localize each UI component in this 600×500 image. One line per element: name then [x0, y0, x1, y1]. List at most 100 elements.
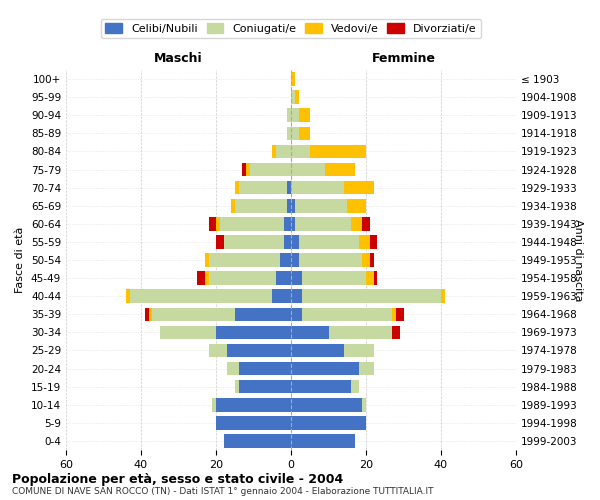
Bar [362, 253, 370, 267]
Bar [291, 380, 351, 394]
Text: Femmine: Femmine [371, 52, 436, 64]
Bar [310, 144, 366, 158]
Bar [209, 344, 227, 357]
Bar [343, 344, 373, 357]
Bar [370, 253, 373, 267]
Bar [287, 181, 291, 194]
Bar [235, 380, 239, 394]
Bar [242, 162, 246, 176]
Bar [441, 290, 445, 303]
Bar [235, 308, 291, 321]
Bar [291, 272, 302, 285]
Bar [197, 272, 205, 285]
Bar [291, 253, 299, 267]
Bar [291, 108, 299, 122]
Bar [291, 308, 302, 321]
Bar [295, 217, 351, 230]
Bar [392, 308, 396, 321]
Bar [239, 380, 291, 394]
Bar [246, 162, 250, 176]
Bar [291, 235, 299, 248]
Bar [235, 199, 287, 212]
Bar [302, 272, 366, 285]
Bar [396, 308, 404, 321]
Bar [216, 217, 220, 230]
Bar [302, 290, 441, 303]
Y-axis label: Fasce di età: Fasce di età [16, 227, 25, 293]
Bar [209, 253, 280, 267]
Y-axis label: Anni di nascita: Anni di nascita [573, 219, 583, 301]
Bar [291, 162, 325, 176]
Text: Maschi: Maschi [154, 52, 203, 64]
Bar [145, 308, 149, 321]
Bar [299, 235, 359, 248]
Text: COMUNE DI NAVE SAN ROCCO (TN) - Dati ISTAT 1° gennaio 2004 - Elaborazione TUTTIT: COMUNE DI NAVE SAN ROCCO (TN) - Dati IST… [12, 488, 433, 496]
Bar [212, 398, 216, 411]
Bar [276, 144, 291, 158]
Bar [370, 235, 377, 248]
Bar [223, 434, 291, 448]
Bar [284, 217, 291, 230]
Bar [272, 290, 291, 303]
Bar [291, 199, 295, 212]
Bar [366, 272, 373, 285]
Bar [291, 290, 302, 303]
Bar [227, 344, 291, 357]
Bar [239, 362, 291, 376]
Bar [302, 308, 392, 321]
Bar [216, 398, 291, 411]
Bar [362, 398, 366, 411]
Bar [291, 434, 355, 448]
Bar [299, 126, 310, 140]
Bar [250, 162, 291, 176]
Bar [280, 253, 291, 267]
Bar [392, 326, 400, 339]
Bar [220, 217, 284, 230]
Bar [209, 272, 276, 285]
Bar [287, 199, 291, 212]
Bar [291, 398, 362, 411]
Bar [216, 326, 291, 339]
Bar [329, 326, 392, 339]
Bar [231, 199, 235, 212]
Bar [295, 199, 347, 212]
Bar [359, 362, 373, 376]
Bar [295, 90, 299, 104]
Bar [209, 217, 216, 230]
Bar [291, 126, 299, 140]
Bar [299, 108, 310, 122]
Bar [291, 217, 295, 230]
Bar [291, 344, 343, 357]
Bar [291, 144, 310, 158]
Bar [325, 162, 355, 176]
Bar [205, 272, 209, 285]
Bar [160, 326, 216, 339]
Bar [287, 108, 291, 122]
Bar [216, 416, 291, 430]
Bar [291, 416, 366, 430]
Bar [287, 126, 291, 140]
Bar [291, 326, 329, 339]
Bar [291, 362, 359, 376]
Bar [347, 199, 366, 212]
Legend: Celibi/Nubili, Coniugati/e, Vedovi/e, Divorziati/e: Celibi/Nubili, Coniugati/e, Vedovi/e, Di… [101, 18, 481, 38]
Text: Popolazione per età, sesso e stato civile - 2004: Popolazione per età, sesso e stato civil… [12, 472, 343, 486]
Bar [130, 290, 272, 303]
Bar [291, 181, 343, 194]
Bar [223, 235, 284, 248]
Bar [152, 308, 235, 321]
Bar [362, 217, 370, 230]
Bar [216, 235, 223, 248]
Bar [351, 380, 359, 394]
Bar [235, 181, 239, 194]
Bar [227, 362, 239, 376]
Bar [205, 253, 209, 267]
Bar [373, 272, 377, 285]
Bar [126, 290, 130, 303]
Bar [291, 72, 295, 86]
Bar [351, 217, 362, 230]
Bar [149, 308, 152, 321]
Bar [343, 181, 373, 194]
Bar [291, 90, 295, 104]
Bar [272, 144, 276, 158]
